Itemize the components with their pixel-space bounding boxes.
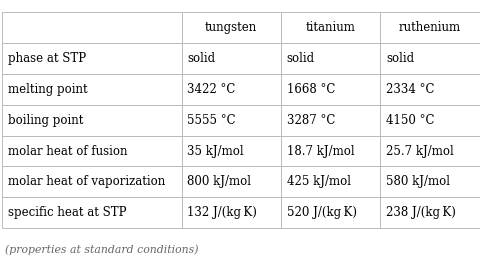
Text: specific heat at STP: specific heat at STP bbox=[8, 206, 126, 220]
Text: 35 kJ/mol: 35 kJ/mol bbox=[187, 145, 243, 157]
Bar bbox=[379, 135, 479, 167]
Bar bbox=[280, 197, 379, 228]
Text: ruthenium: ruthenium bbox=[398, 21, 460, 34]
Text: solid: solid bbox=[187, 52, 215, 65]
Bar bbox=[2, 12, 181, 43]
Text: 18.7 kJ/mol: 18.7 kJ/mol bbox=[286, 145, 354, 157]
Bar bbox=[181, 105, 280, 135]
Text: 580 kJ/mol: 580 kJ/mol bbox=[385, 175, 449, 188]
Text: (properties at standard conditions): (properties at standard conditions) bbox=[5, 244, 198, 254]
Text: molar heat of vaporization: molar heat of vaporization bbox=[8, 175, 165, 188]
Bar bbox=[2, 135, 181, 167]
Text: phase at STP: phase at STP bbox=[8, 52, 86, 65]
Bar bbox=[181, 197, 280, 228]
Bar bbox=[2, 167, 181, 197]
Text: 1668 °C: 1668 °C bbox=[286, 83, 334, 96]
Bar bbox=[181, 74, 280, 105]
Text: 4150 °C: 4150 °C bbox=[385, 114, 433, 127]
Bar bbox=[2, 105, 181, 135]
Text: titanium: titanium bbox=[305, 21, 355, 34]
Text: 25.7 kJ/mol: 25.7 kJ/mol bbox=[385, 145, 453, 157]
Text: 132 J/(kg K): 132 J/(kg K) bbox=[187, 206, 257, 220]
Bar bbox=[379, 197, 479, 228]
Bar bbox=[379, 12, 479, 43]
Text: tungsten: tungsten bbox=[204, 21, 257, 34]
Bar bbox=[379, 74, 479, 105]
Bar bbox=[2, 197, 181, 228]
Bar bbox=[181, 135, 280, 167]
Bar bbox=[280, 43, 379, 74]
Text: solid: solid bbox=[385, 52, 413, 65]
Bar bbox=[280, 167, 379, 197]
Text: 425 kJ/mol: 425 kJ/mol bbox=[286, 175, 350, 188]
Bar bbox=[280, 105, 379, 135]
Bar bbox=[2, 43, 181, 74]
Text: molar heat of fusion: molar heat of fusion bbox=[8, 145, 127, 157]
Text: 520 J/(kg K): 520 J/(kg K) bbox=[286, 206, 356, 220]
Bar bbox=[181, 167, 280, 197]
Text: 2334 °C: 2334 °C bbox=[385, 83, 433, 96]
Bar bbox=[379, 167, 479, 197]
Bar bbox=[181, 43, 280, 74]
Text: boiling point: boiling point bbox=[8, 114, 84, 127]
Text: 800 kJ/mol: 800 kJ/mol bbox=[187, 175, 251, 188]
Text: 238 J/(kg K): 238 J/(kg K) bbox=[385, 206, 455, 220]
Bar bbox=[2, 74, 181, 105]
Text: melting point: melting point bbox=[8, 83, 88, 96]
Bar bbox=[280, 74, 379, 105]
Text: solid: solid bbox=[286, 52, 314, 65]
Bar bbox=[379, 43, 479, 74]
Text: 5555 °C: 5555 °C bbox=[187, 114, 235, 127]
Text: 3422 °C: 3422 °C bbox=[187, 83, 235, 96]
Bar bbox=[181, 12, 280, 43]
Bar bbox=[280, 12, 379, 43]
Text: 3287 °C: 3287 °C bbox=[286, 114, 334, 127]
Bar bbox=[379, 105, 479, 135]
Bar bbox=[280, 135, 379, 167]
